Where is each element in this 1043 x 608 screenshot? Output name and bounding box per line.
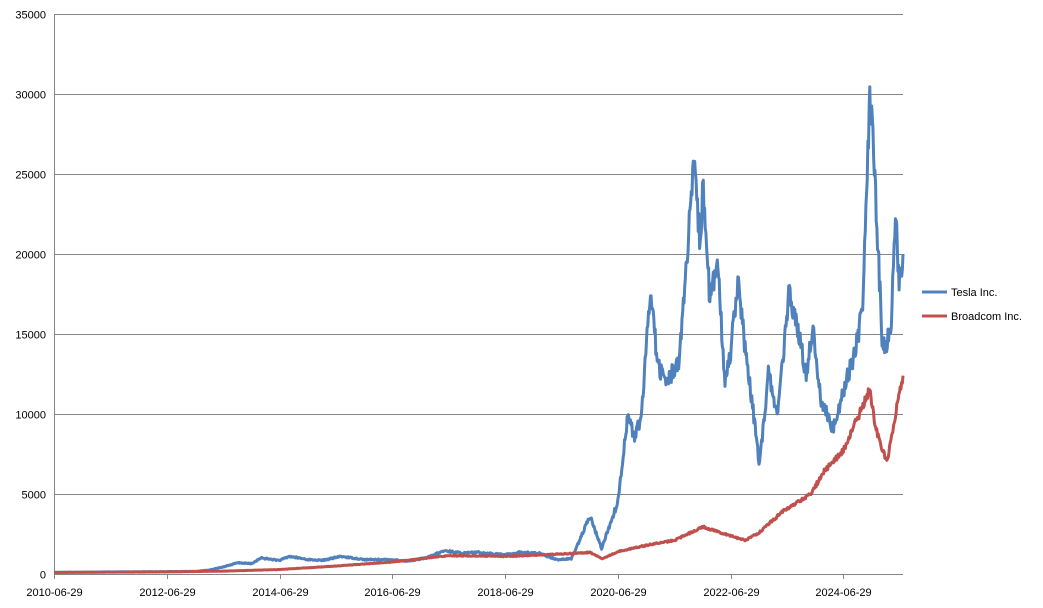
x-tick-label: 2014-06-29 bbox=[252, 587, 308, 599]
y-tick-label: 5000 bbox=[22, 490, 46, 502]
x-tick-label: 2020-06-29 bbox=[590, 587, 646, 599]
x-tick-label: 2016-06-29 bbox=[364, 587, 420, 599]
legend-label-broadcom-inc: Broadcom Inc. bbox=[951, 311, 1022, 323]
y-tick-label: 20000 bbox=[15, 250, 46, 262]
y-tick-label: 30000 bbox=[15, 90, 46, 102]
y-tick-label: 10000 bbox=[15, 410, 46, 422]
x-tick-label: 2018-06-29 bbox=[477, 587, 533, 599]
x-axis-tick-labels: 2010-06-29 2012-06-29 2014-06-29 2016-06-29… bbox=[26, 574, 872, 599]
series-line-tesla-inc bbox=[53, 85, 905, 574]
y-axis-tick-labels: 0 5000 10000 15000 20000 25000 30000 35000 bbox=[15, 10, 46, 582]
legend: Tesla Inc. Broadcom Inc. bbox=[922, 287, 1022, 323]
axes bbox=[54, 14, 903, 575]
series-line-broadcom-inc bbox=[53, 375, 905, 574]
x-tick-label: 2012-06-29 bbox=[139, 587, 195, 599]
series-lines bbox=[53, 85, 905, 574]
y-tick-label: 35000 bbox=[15, 10, 46, 22]
gridlines bbox=[54, 14, 903, 495]
y-tick-label: 25000 bbox=[15, 170, 46, 182]
x-tick-label: 2010-06-29 bbox=[26, 587, 82, 599]
legend-label-tesla-inc: Tesla Inc. bbox=[951, 287, 997, 299]
x-tick-label: 2024-06-29 bbox=[815, 587, 871, 599]
y-tick-label: 0 bbox=[40, 570, 46, 582]
y-tick-label: 15000 bbox=[15, 330, 46, 342]
x-tick-label: 2022-06-29 bbox=[703, 587, 759, 599]
